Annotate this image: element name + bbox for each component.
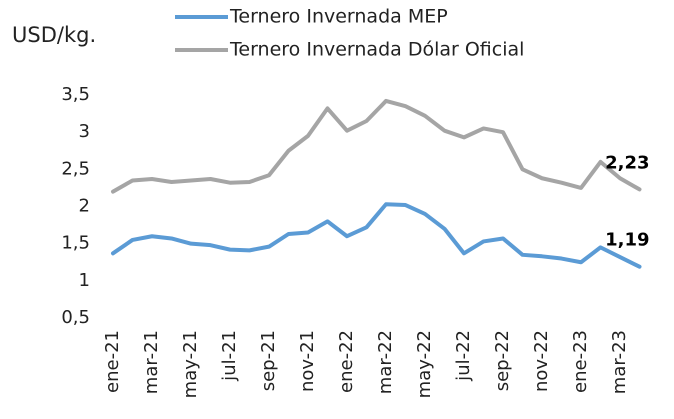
x-tick-label: may-22	[414, 330, 435, 398]
x-tick-label: ene-23	[570, 330, 591, 393]
legend-label: Ternero Invernada MEP	[229, 6, 448, 28]
x-tick-label: jul-22	[453, 330, 474, 382]
x-tick-label: nov-21	[297, 330, 318, 392]
y-tick-label: 3,5	[61, 84, 90, 105]
x-tick-label: nov-22	[531, 330, 552, 392]
data-label: 2,23	[605, 152, 649, 173]
x-tick-label: mar-23	[609, 330, 630, 394]
data-label: 1,19	[605, 230, 649, 251]
y-tick-label: 2	[79, 196, 90, 217]
series-line	[111, 202, 642, 269]
y-tick-label: 0,5	[61, 307, 90, 328]
x-tick-label: ene-21	[102, 330, 123, 393]
x-tick-label: mar-21	[141, 330, 162, 394]
y-tick-label: 1,5	[61, 233, 90, 254]
x-tick-label: ene-22	[336, 330, 357, 393]
x-tick-label: may-21	[180, 330, 201, 398]
y-axis-title: USD/kg.	[12, 23, 96, 47]
legend-label: Ternero Invernada Dólar Oficial	[229, 39, 524, 61]
y-tick-label: 1	[79, 270, 90, 291]
x-tick-label: mar-22	[375, 330, 396, 394]
x-tick-label: sep-22	[492, 330, 513, 391]
x-tick-label: jul-21	[219, 330, 240, 382]
y-tick-label: 3	[79, 121, 90, 142]
y-tick-label: 2,5	[61, 158, 90, 179]
series-line	[111, 98, 642, 194]
x-tick-label: sep-21	[258, 330, 279, 391]
